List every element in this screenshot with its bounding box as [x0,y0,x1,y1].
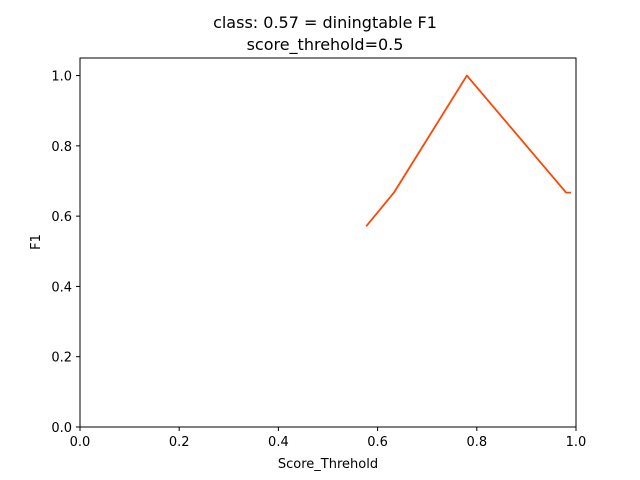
y-tick-label: 0.0 [51,421,72,436]
x-tick-label: 0.4 [268,435,289,450]
x-tick-label: 0.2 [169,435,190,450]
axes-frame [79,57,577,428]
y-tick-label: 0.2 [51,351,72,366]
chart-title-line2: score_threhold=0.5 [247,35,404,55]
y-axis: 0.0 0.2 0.4 0.6 0.8 1.0 [51,70,80,436]
y-axis-label: F1 [29,234,44,250]
x-tick-label: 1.0 [566,435,587,450]
y-tick-label: 0.8 [51,140,72,155]
plot-area [365,74,572,227]
y-tick-label: 1.0 [51,70,72,85]
x-tick-label: 0.8 [466,435,487,450]
series-line-0 [365,74,572,227]
x-axis-label: Score_Threhold [278,457,378,472]
x-axis: 0.0 0.2 0.4 0.6 0.8 1.0 [70,427,587,450]
y-tick-label: 0.4 [51,280,72,295]
x-tick-label: 0.6 [367,435,388,450]
y-tick-label: 0.6 [51,210,72,225]
chart-title-line1: class: 0.57 = diningtable F1 [213,13,437,32]
x-tick-label: 0.0 [70,435,91,450]
